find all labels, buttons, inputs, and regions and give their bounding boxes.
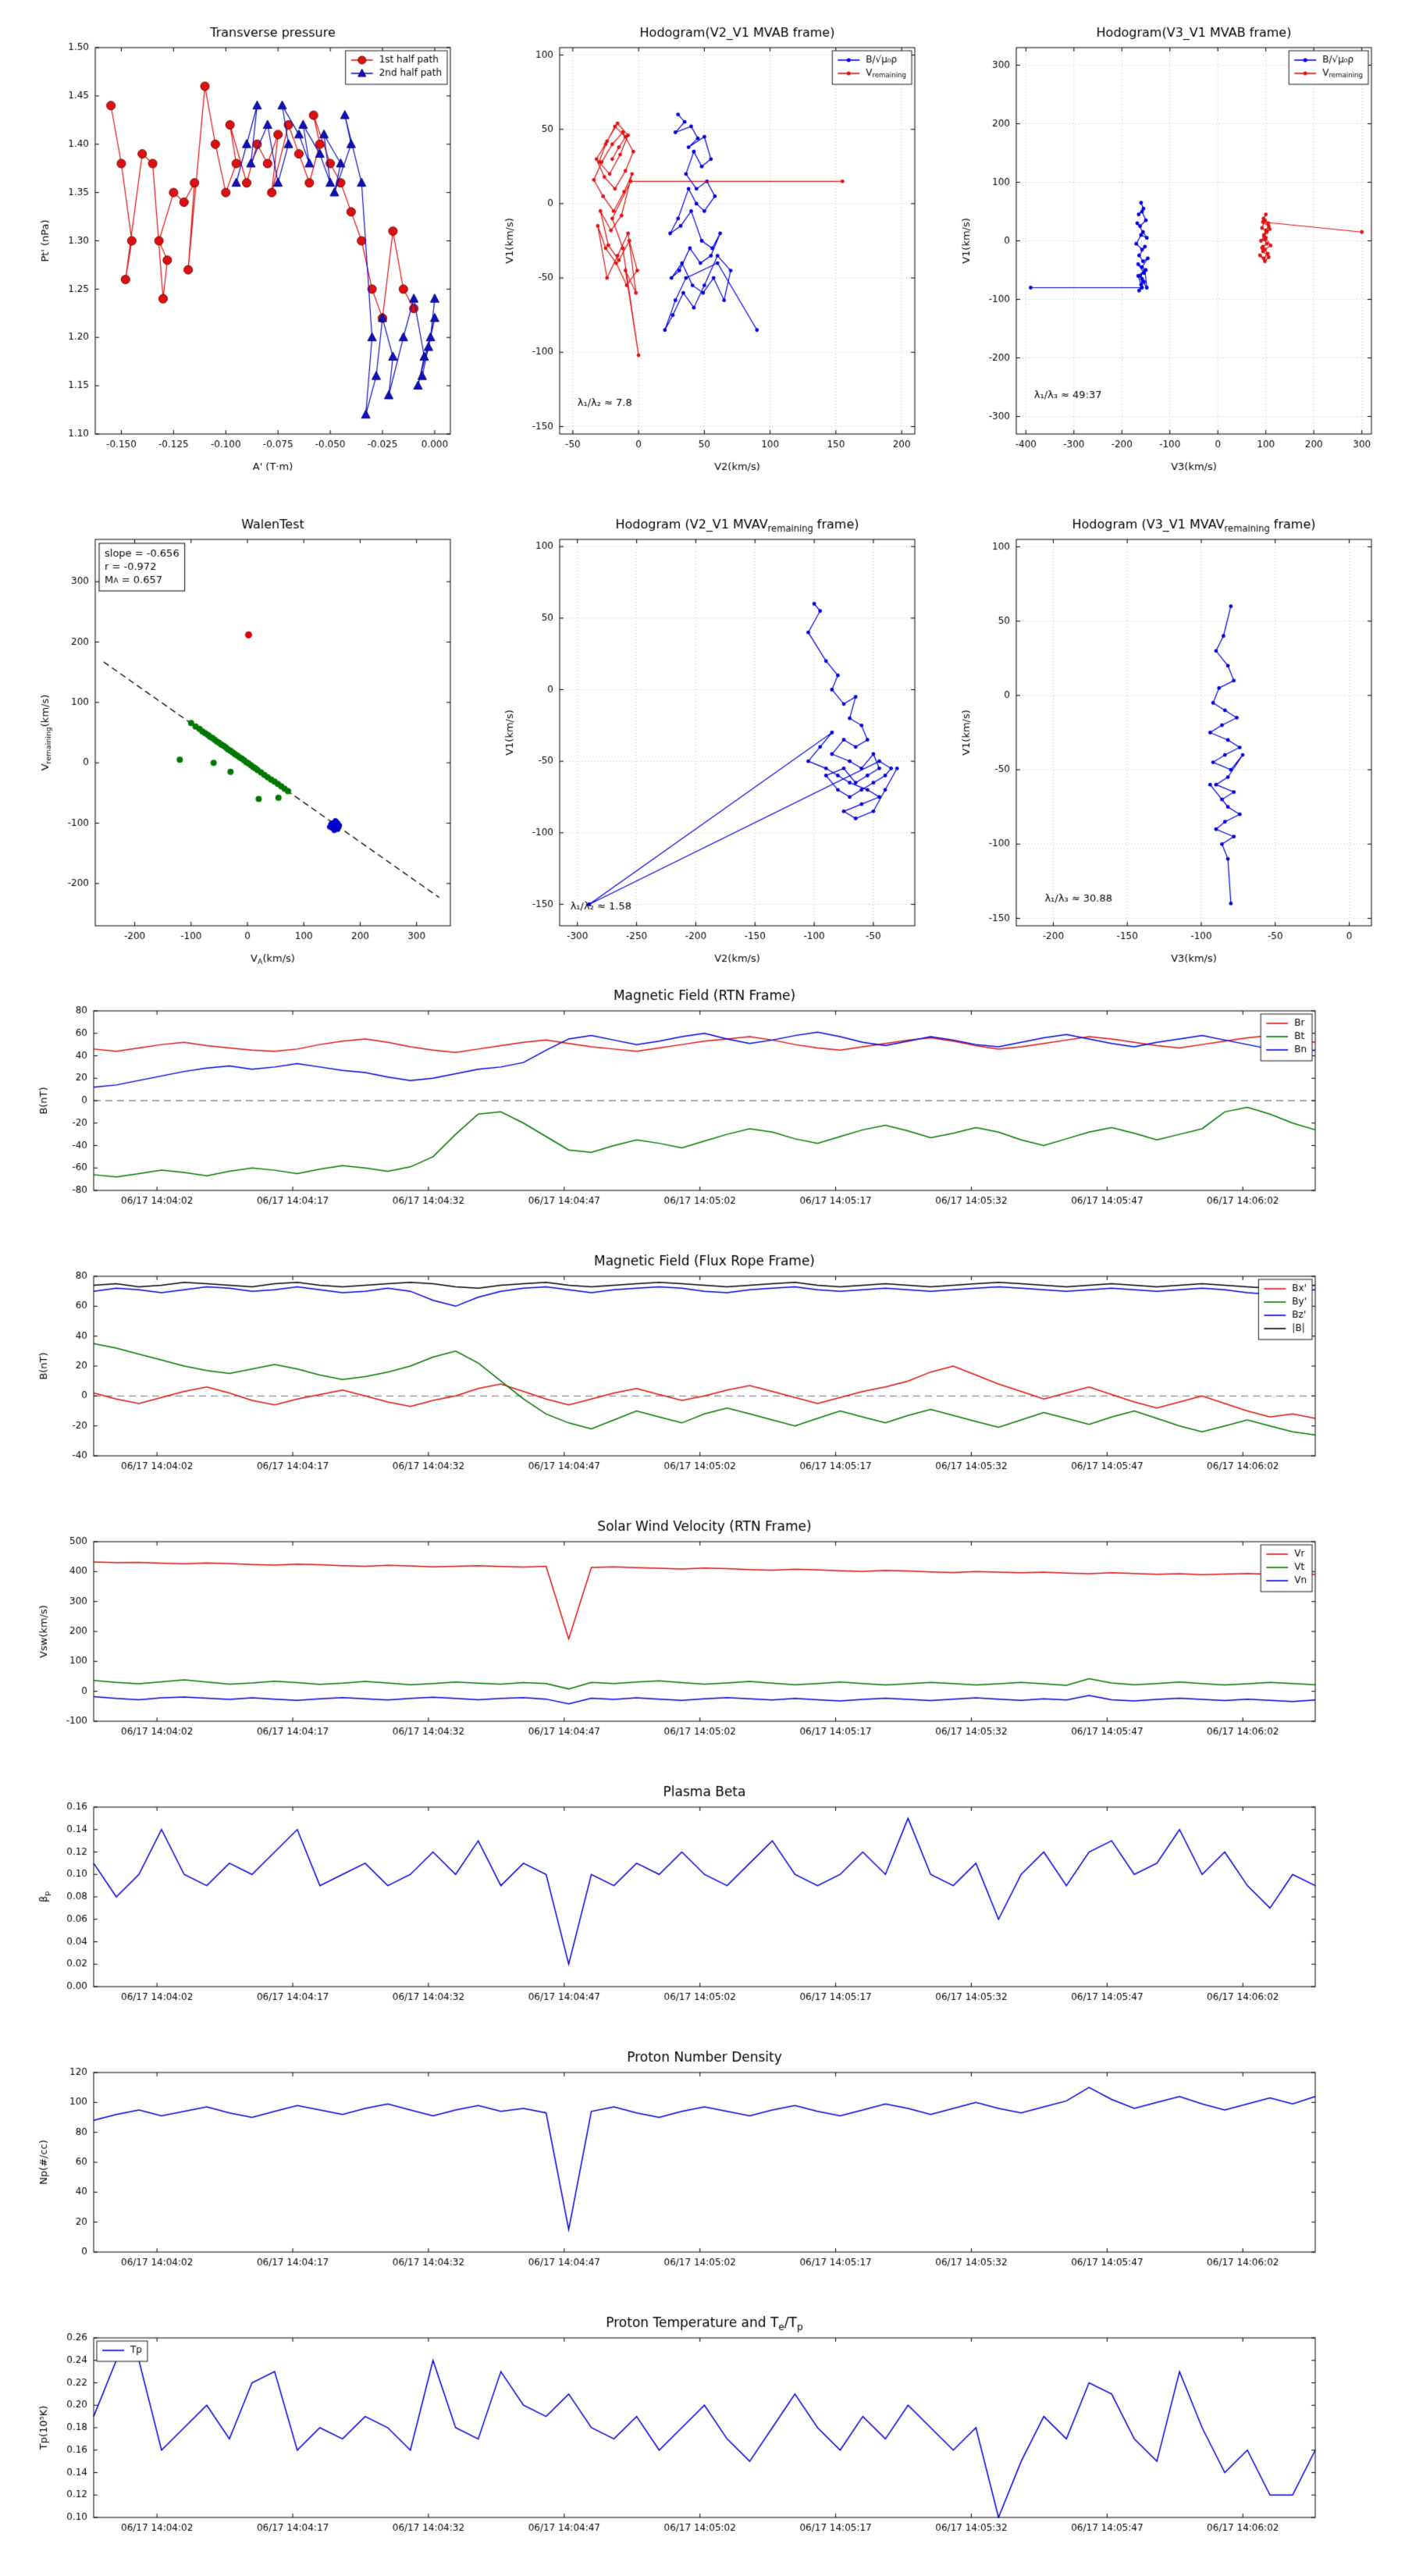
- proton-temperature-panel: [23, 2307, 1382, 2560]
- hodogram-v3v1-mvab-plot: [944, 12, 1385, 484]
- walen-test-plot: [23, 503, 464, 976]
- magnetic-field-rtn-panel: [23, 980, 1382, 1233]
- solar-wind-velocity-panel: [23, 1510, 1382, 1764]
- plasma-beta-panel: [23, 1776, 1382, 2030]
- hodogram-v3v1-mvav-plot: [944, 503, 1385, 976]
- transverse-pressure-plot: [23, 12, 464, 484]
- hodogram-v2v1-mvab-plot: [488, 12, 929, 484]
- magnetic-field-flux-rope-panel: [23, 1245, 1382, 1499]
- hodogram-v2v1-mvav-plot: [488, 503, 929, 976]
- proton-density-panel: [23, 2041, 1382, 2295]
